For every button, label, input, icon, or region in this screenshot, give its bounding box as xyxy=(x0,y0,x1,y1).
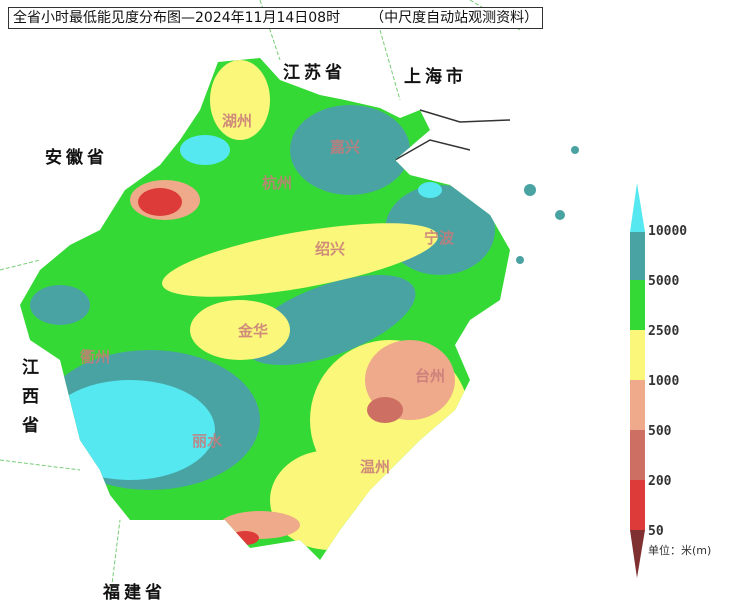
legend-label: 10000 xyxy=(648,224,688,239)
label-fujian: 福建省 xyxy=(103,583,166,603)
label-shanghai: 上海市 xyxy=(404,67,467,87)
visibility-fill xyxy=(20,58,510,560)
city-quzhou: 衢州 xyxy=(80,348,111,366)
city-ningbo: 宁波 xyxy=(424,229,455,247)
coastline xyxy=(394,109,511,161)
legend-label: 2500 xyxy=(648,324,680,339)
city-shaoxing: 绍兴 xyxy=(315,240,346,258)
legend-label: 500 xyxy=(648,424,672,439)
city-hangzhou: 杭州 xyxy=(262,174,293,192)
label-anhui: 安徽省 xyxy=(45,148,108,168)
title-main: 全省小时最低能见度分布图—2024年11月14日08时 xyxy=(13,10,341,26)
legend-bar xyxy=(630,183,645,578)
legend-label: 200 xyxy=(648,474,672,489)
legend-label: 5000 xyxy=(648,274,680,289)
city-jiaxing: 嘉兴 xyxy=(330,138,361,156)
city-wenzhou: 温州 xyxy=(360,458,391,476)
city-lishui: 丽水 xyxy=(192,432,223,450)
city-jinhua: 金华 xyxy=(238,322,269,340)
map-title: 全省小时最低能见度分布图—2024年11月14日08时 （中尺度自动站观测资料） xyxy=(8,7,544,29)
label-jiangxi: 江西省 xyxy=(18,358,38,445)
city-taizhou: 台州 xyxy=(415,367,446,385)
legend-unit: 单位：米(m) xyxy=(648,544,712,557)
legend-label: 1000 xyxy=(648,374,680,389)
islands xyxy=(516,146,579,264)
city-huzhou: 湖州 xyxy=(222,112,253,130)
label-jiangsu: 江苏省 xyxy=(283,63,346,83)
title-source: （中尺度自动站观测资料） xyxy=(370,10,539,26)
legend-label: 50 xyxy=(648,524,664,539)
